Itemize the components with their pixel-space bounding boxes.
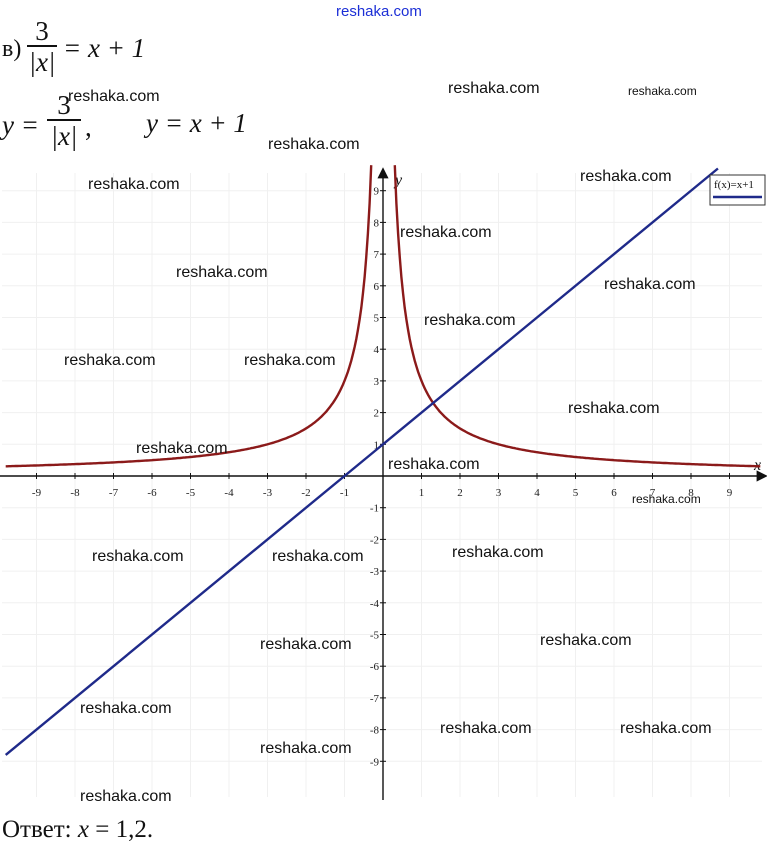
y-tick-label: -7	[370, 693, 380, 705]
legend-box	[709, 174, 766, 206]
x-tick-label: 7	[650, 487, 656, 499]
y-tick-label: -6	[370, 661, 380, 673]
y-tick-label: -1	[370, 503, 379, 515]
watermark: reshaka.com	[64, 352, 156, 369]
watermark: reshaka.com	[244, 352, 336, 369]
hyperbola-left-branch	[5, 165, 373, 468]
x-tick-label: 4	[534, 487, 540, 499]
problem-label: в)	[2, 36, 22, 62]
x-tick-label: 8	[688, 487, 694, 499]
watermark: reshaka.com	[260, 740, 352, 757]
y-tick-label: -9	[370, 756, 380, 768]
y-tick-label: 9	[374, 186, 380, 198]
y-tick-label: 2	[374, 408, 380, 420]
watermark: reshaka.com	[268, 136, 360, 153]
fraction-bar	[27, 45, 57, 47]
function2: y = x + 1	[146, 108, 247, 138]
answer-value: 1,2.	[115, 816, 154, 843]
watermark: reshaka.com	[632, 492, 701, 506]
y-tick-label: 3	[374, 376, 380, 388]
watermark: reshaka.com	[424, 312, 516, 329]
y-tick-label: 6	[374, 281, 380, 293]
watermark: reshaka.com	[628, 84, 697, 98]
x-tick-label: -2	[301, 487, 310, 499]
answer-variable: x	[77, 816, 89, 843]
x-tick-label: -3	[263, 487, 273, 499]
watermark: reshaka.com	[440, 720, 532, 737]
x-tick-label: 9	[727, 487, 733, 499]
watermark: reshaka.com	[68, 88, 160, 105]
problem-denominator: |x|	[28, 46, 56, 77]
problem-fraction: 3 |x|	[27, 18, 57, 76]
answer: Ответ: x = 1,2.	[2, 816, 153, 844]
y-tick-label: -2	[370, 534, 379, 546]
x-tick-label: 2	[457, 487, 463, 499]
watermark: reshaka.com	[400, 224, 492, 241]
function1-denominator: |x|	[50, 120, 78, 151]
line-y-equals-x-plus-1	[4, 167, 719, 756]
function1-fraction: 3 |x|	[47, 92, 81, 150]
function1-comma: ,	[85, 112, 92, 142]
problem-rhs: = x + 1	[63, 33, 146, 63]
x-tick-label: -1	[340, 487, 349, 499]
x-tick-label: -5	[186, 487, 196, 499]
y-tick-label: 5	[374, 313, 380, 325]
watermark: reshaka.com	[448, 80, 540, 97]
y-tick-label: -3	[370, 566, 380, 578]
y-tick-label: 8	[374, 217, 380, 229]
x-tick-label: -6	[147, 487, 157, 499]
y-tick-label: 1	[374, 439, 380, 451]
watermark: reshaka.com	[540, 632, 632, 649]
watermark: reshaka.com	[88, 176, 180, 193]
watermark: reshaka.com	[80, 788, 172, 805]
x-tick-label: -8	[70, 487, 80, 499]
site-link[interactable]: reshaka.com	[336, 3, 422, 20]
watermark: reshaka.com	[452, 544, 544, 561]
y-tick-label: -5	[370, 630, 380, 642]
watermark: reshaka.com	[604, 276, 696, 293]
x-tick-label: 5	[573, 487, 579, 499]
x-tick-label: -4	[224, 487, 234, 499]
legend: f(x)=x+1	[709, 174, 766, 206]
watermark: reshaka.com	[92, 548, 184, 565]
y-axis-label: y	[393, 172, 403, 189]
watermark: reshaka.com	[568, 400, 660, 417]
hyperbola-right-branch	[393, 165, 761, 468]
fraction-bar	[47, 119, 81, 121]
x-tick-label: 1	[419, 487, 425, 499]
y-tick-label: -4	[370, 598, 380, 610]
watermark: reshaka.com	[272, 548, 364, 565]
function-graph: xy -9 -8 -7 -6 -5 -4 -3 -2 -1 1 2 3 4 5 6 7 8 9987654321-…	[0, 165, 767, 800]
x-tick-label: -7	[109, 487, 119, 499]
y-tick-label: 7	[374, 249, 380, 261]
watermark: reshaka.com	[136, 440, 228, 457]
x-tick-label: 6	[611, 487, 617, 499]
watermark: reshaka.com	[388, 456, 480, 473]
y-tick-label: 4	[374, 344, 380, 356]
problem-numerator: 3	[35, 16, 49, 46]
legend-label: f(x)=x+1	[714, 179, 754, 191]
answer-equals: =	[95, 816, 110, 843]
watermark: reshaka.com	[580, 168, 672, 185]
watermark: reshaka.com	[176, 264, 268, 281]
function1-lhs: y =	[2, 110, 39, 140]
answer-prefix: Ответ:	[2, 816, 72, 843]
watermark: reshaka.com	[260, 636, 352, 653]
x-tick-label: -9	[32, 487, 42, 499]
watermark: reshaka.com	[620, 720, 712, 737]
y-tick-label: -8	[370, 725, 380, 737]
function1-numerator: 3	[57, 90, 71, 120]
x-tick-label: 3	[496, 487, 502, 499]
watermark: reshaka.com	[80, 700, 172, 717]
